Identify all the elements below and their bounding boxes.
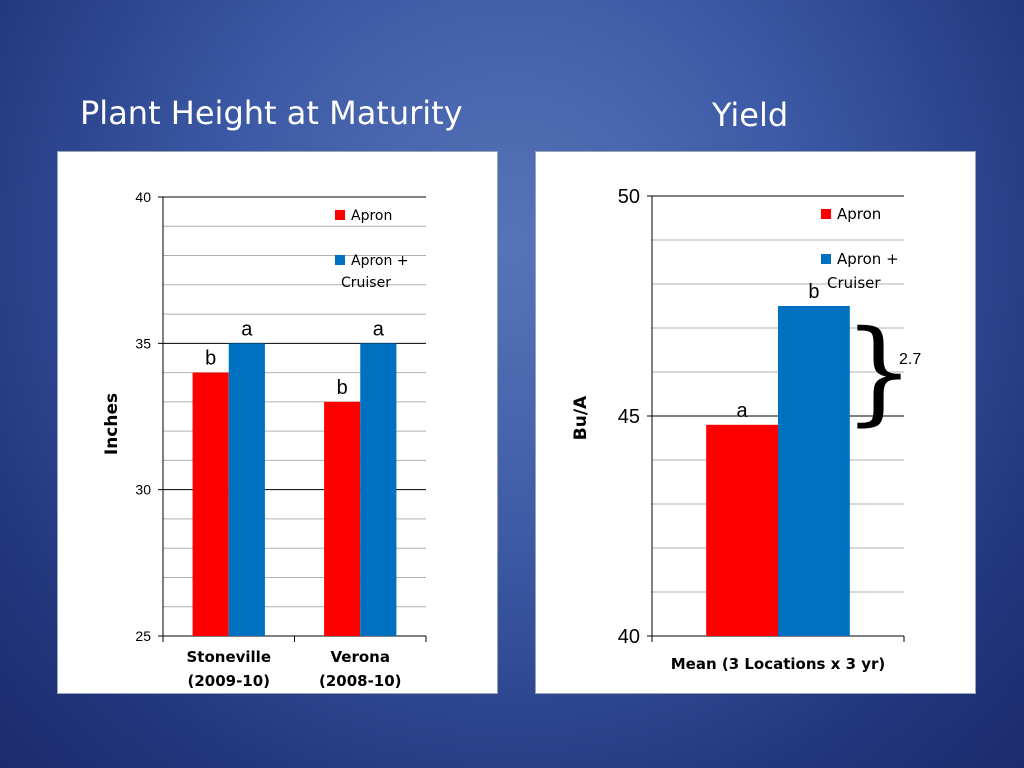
y-axis-title: Bu/A <box>571 395 591 440</box>
legend-swatch-apron-cruiser <box>335 255 345 265</box>
y-tick-label: 35 <box>135 335 151 351</box>
significance-letter: b <box>808 281 819 303</box>
significance-letter: b <box>337 377 348 399</box>
bar-apron-cruiser <box>360 343 397 636</box>
significance-letter: b <box>205 348 216 370</box>
legend-swatch-apron <box>821 209 831 219</box>
x-category-label: Verona <box>331 648 390 666</box>
legend-label: Apron <box>351 208 392 224</box>
y-axis-title: Inches <box>102 393 122 455</box>
y-tick-label: 25 <box>135 628 151 644</box>
bar-apron-cruiser <box>228 343 265 636</box>
y-tick-label: 50 <box>618 186 640 208</box>
y-tick-label: 40 <box>135 189 151 205</box>
bar-apron-cruiser <box>778 306 850 636</box>
significance-letter: a <box>737 400 749 422</box>
bar-apron <box>324 401 361 636</box>
significance-letter: a <box>241 318 253 340</box>
slide-title-yield: Yield <box>712 96 789 134</box>
legend-label: Cruiser <box>827 274 881 292</box>
legend-swatch-apron <box>335 210 345 220</box>
yield-chart: 40 45 50 Bu/A a b Mean (3 Locations x 3 yr) Apr… <box>571 186 921 673</box>
x-category-label: (2009-10) <box>187 672 270 690</box>
legend-label: Apron + <box>351 253 409 269</box>
difference-brace: } <box>843 307 914 437</box>
bar-apron <box>192 372 229 636</box>
x-category-label: Stoneville <box>186 648 271 666</box>
yield-chart-panel: 40 45 50 Bu/A a b Mean (3 Locations x 3 yr) Apr… <box>535 151 976 694</box>
legend-label: Apron + <box>837 250 899 268</box>
difference-label: 2.7 <box>899 351 921 368</box>
slide-title-plant-height: Plant Height at Maturity <box>80 94 463 132</box>
plant-height-chart: 25 30 35 40 Inches b a Stoneville (2009-10) b a Ver… <box>102 189 427 690</box>
x-category-label: (2008-10) <box>319 672 402 690</box>
legend-swatch-apron-cruiser <box>821 254 831 264</box>
plant-height-chart-panel: 25 30 35 40 Inches b a Stoneville (2009-10) b a Ver… <box>57 151 498 694</box>
legend-label: Apron <box>837 205 881 223</box>
significance-letter: a <box>373 318 385 340</box>
bar-apron <box>706 424 778 636</box>
legend-label: Cruiser <box>341 275 391 291</box>
y-tick-label: 30 <box>135 482 151 498</box>
y-tick-label: 45 <box>618 406 640 428</box>
x-category-label: Mean (3 Locations x 3 yr) <box>671 655 886 673</box>
y-tick-label: 40 <box>618 626 640 648</box>
